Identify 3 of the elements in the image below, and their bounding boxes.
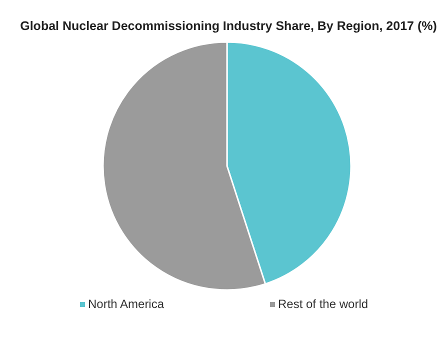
chart-title: Global Nuclear Decommissioning Industry Share, By Region, 2017 (%) [20, 19, 437, 33]
legend-label: Rest of the world [278, 297, 368, 311]
legend-label: North America [88, 297, 164, 311]
